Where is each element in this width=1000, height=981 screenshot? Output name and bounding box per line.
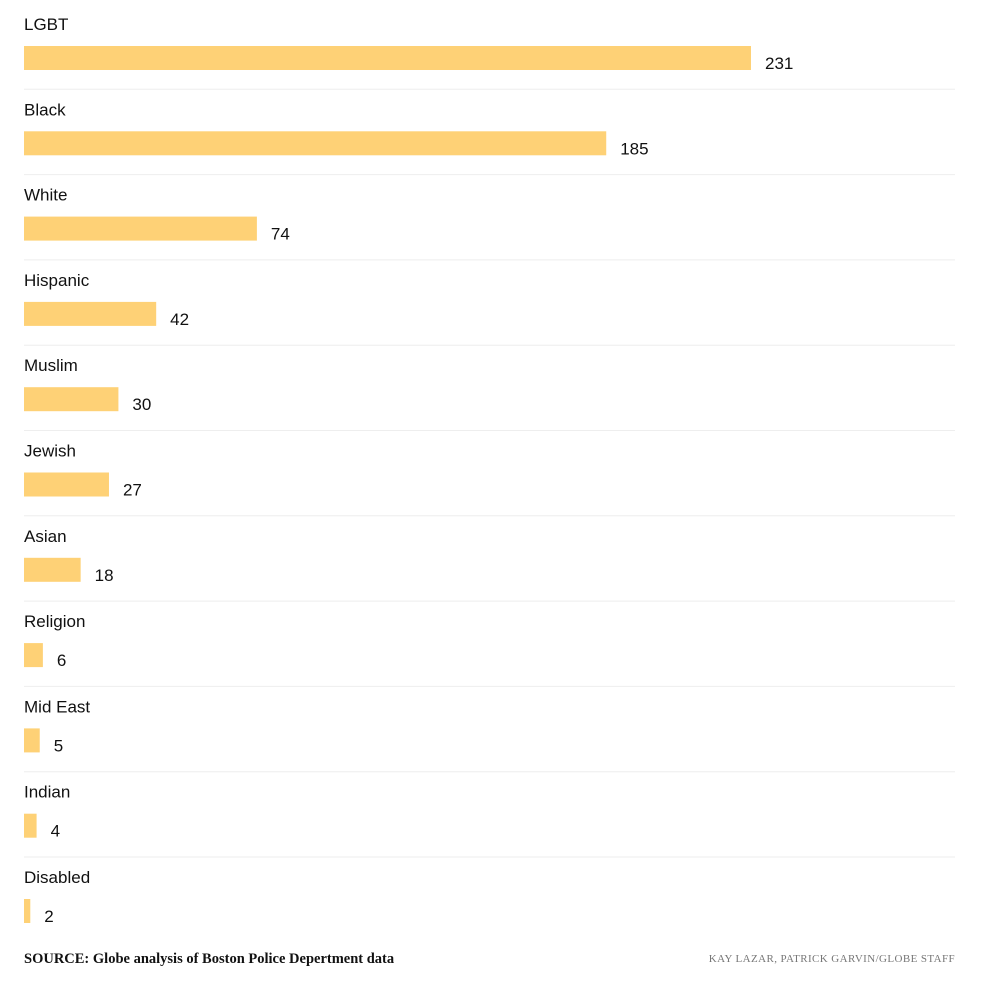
bar	[24, 216, 257, 241]
bar	[24, 557, 81, 582]
category-label: White	[24, 186, 67, 205]
bar	[24, 301, 157, 326]
bar	[24, 728, 40, 753]
value-label: 27	[123, 481, 142, 500]
bar	[24, 46, 751, 70]
value-label: 5	[54, 736, 63, 755]
bar	[24, 387, 119, 412]
category-label: Asian	[24, 527, 67, 546]
category-label: Mid East	[24, 697, 90, 716]
category-label: Hispanic	[24, 271, 90, 290]
chart-footer: SOURCE: Globe analysis of Boston Police …	[24, 947, 955, 971]
category-label: Religion	[24, 612, 85, 631]
category-label: Jewish	[24, 442, 76, 461]
value-label: 6	[57, 651, 66, 670]
value-label: 2	[44, 907, 53, 926]
category-label: Indian	[24, 783, 70, 802]
value-label: 42	[170, 310, 189, 329]
value-label: 231	[765, 54, 793, 73]
value-label: 74	[271, 225, 290, 244]
bar	[24, 813, 37, 838]
category-label: LGBT	[24, 15, 68, 34]
category-label: Black	[24, 100, 66, 119]
source-note: SOURCE: Globe analysis of Boston Police …	[24, 950, 395, 967]
value-label: 18	[95, 566, 114, 585]
value-label: 4	[51, 822, 60, 841]
hate-crime-bar-chart: LGBT231Black185White74Hispanic42Muslim30…	[24, 15, 955, 926]
bar	[24, 472, 109, 497]
bar	[24, 643, 43, 668]
bar	[24, 131, 607, 156]
category-label: Disabled	[24, 868, 90, 887]
category-label: Muslim	[24, 356, 78, 375]
value-label: 30	[132, 395, 151, 414]
credit-line: KAY LAZAR, PATRICK GARVIN/GLOBE STAFF	[708, 953, 955, 965]
bar	[24, 899, 31, 923]
value-label: 185	[620, 139, 648, 158]
